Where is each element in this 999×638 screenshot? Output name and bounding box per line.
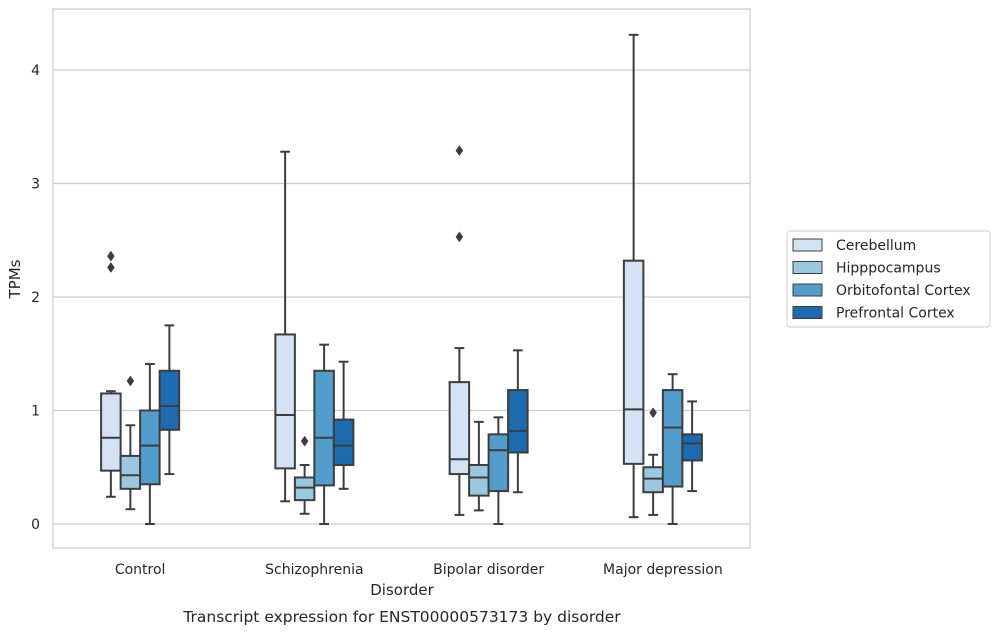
box-1-1: [293, 435, 316, 515]
legend-label: Hipppocampus: [836, 261, 941, 277]
box-3-3: [681, 400, 703, 493]
box-body: [448, 381, 471, 476]
box-body: [487, 433, 510, 493]
x-tick-labels: Control Schizophrenia Bipolar disorder Majo…: [115, 562, 723, 578]
x-tick-label: Major depression: [603, 562, 723, 578]
box-body: [100, 392, 122, 472]
x-tick-label: Schizophrenia: [265, 562, 363, 578]
outlier-point: [649, 407, 657, 419]
x-axis-label: Disorder: [370, 581, 434, 599]
outlier-point: [126, 375, 135, 387]
x-tick-label: Control: [115, 562, 166, 578]
box-0-1: [274, 150, 296, 503]
box-body: [274, 333, 296, 470]
box-3-2: [507, 349, 529, 494]
outlier-point: [300, 435, 309, 447]
box-body: [661, 389, 684, 488]
box-body: [507, 389, 529, 454]
legend-label: Orbitofontal Cortex: [836, 283, 971, 299]
legend-label: Cerebellum: [836, 238, 916, 254]
box-0-2: [448, 145, 471, 516]
box-body: [622, 259, 645, 465]
chart-caption: Transcript expression for ENST0000057317…: [182, 608, 621, 626]
box-1-3: [642, 407, 664, 516]
y-tick-label: 4: [31, 63, 40, 79]
box-body: [332, 418, 355, 466]
y-tick-label: 0: [31, 517, 40, 533]
y-axis-label: TPMs: [6, 259, 24, 299]
box-body: [642, 466, 664, 494]
box-body: [313, 369, 335, 487]
y-tick-label: 1: [31, 404, 40, 420]
legend-frame: [786, 230, 991, 328]
legend-swatch: [792, 261, 823, 274]
plot-frame: [52, 8, 751, 549]
box-body: [293, 476, 316, 502]
box-3-1: [332, 360, 355, 490]
x-tick-label: Bipolar disorder: [433, 562, 544, 578]
legend-swatch: [792, 306, 823, 319]
legend: Cerebellum Hipppocampus Orbitofontal Corte…: [786, 230, 991, 328]
box-1-2: [468, 420, 490, 512]
box-body: [681, 433, 703, 462]
box-3-0: [158, 324, 181, 476]
outlier-point: [107, 262, 115, 273]
legend-label: Prefrontal Cortex: [836, 306, 955, 322]
box-plots: [100, 33, 703, 525]
outlier-point: [455, 231, 464, 243]
outlier-point: [107, 250, 115, 262]
box-body: [139, 409, 161, 486]
box-body: [119, 454, 142, 490]
legend-swatch: [792, 283, 823, 297]
y-tick-label: 3: [31, 177, 40, 193]
box-body: [468, 463, 490, 497]
box-2-1: [313, 343, 335, 525]
outlier-point: [455, 145, 464, 157]
box-2-2: [487, 416, 510, 525]
box-1-0: [119, 375, 142, 511]
box-2-0: [139, 362, 161, 525]
box-0-0: [100, 250, 122, 498]
box-body: [158, 369, 181, 431]
box-0-3: [622, 33, 645, 519]
legend-items: Cerebellum Hipppocampus Orbitofontal Corte…: [792, 238, 971, 322]
y-tick-labels: 0 1 2 3 4: [31, 63, 40, 533]
y-tick-label: 2: [31, 290, 40, 306]
legend-swatch: [792, 238, 823, 252]
